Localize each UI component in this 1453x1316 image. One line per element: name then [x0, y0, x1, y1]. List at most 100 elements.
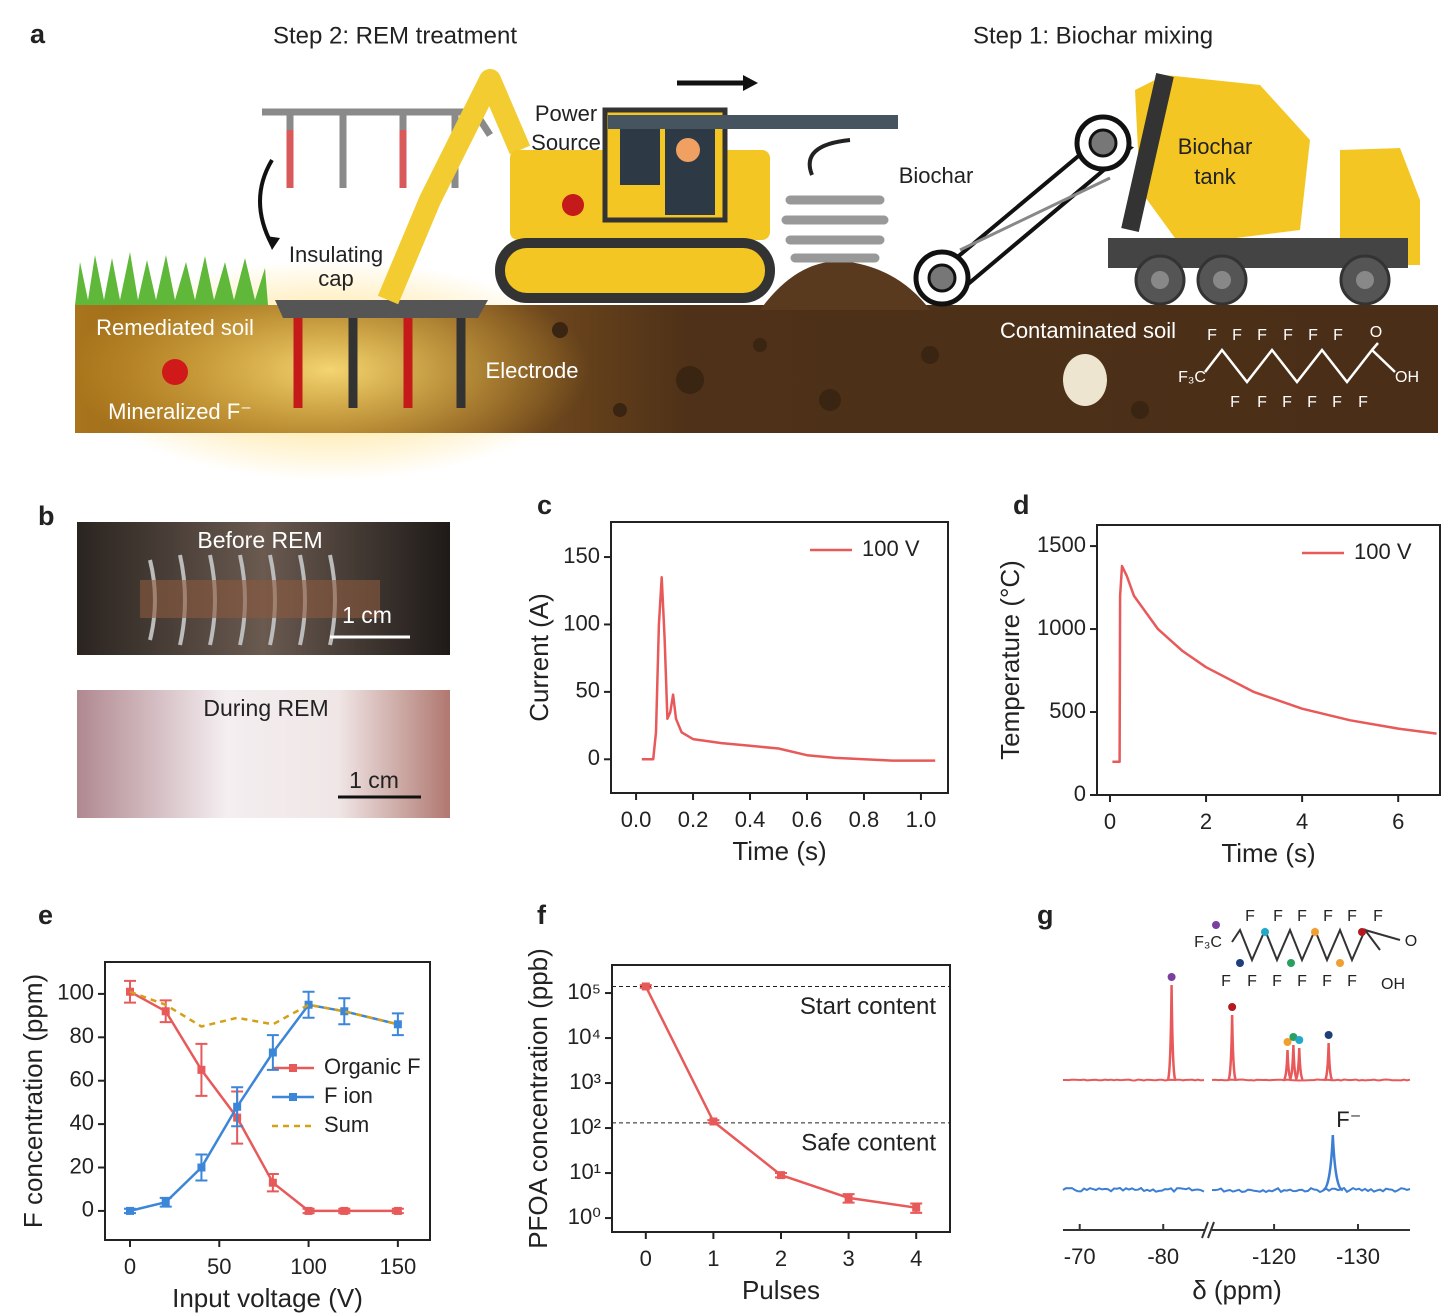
atom: F	[1297, 908, 1307, 925]
rotation-arrow	[807, 138, 851, 176]
direction-arrow-head	[743, 75, 758, 91]
y-tick-label: 1000	[1037, 615, 1086, 640]
label: Mineralized F⁻	[108, 399, 252, 424]
y-tick-label: 0	[588, 745, 600, 770]
marker	[126, 1206, 134, 1215]
biochar-tank	[1135, 75, 1310, 245]
marker	[340, 1206, 349, 1215]
soil-chunks	[552, 322, 1149, 419]
x-axis-label: δ (ppm)	[1192, 1275, 1282, 1305]
x-tick-label: 1	[707, 1246, 719, 1271]
label: Insulating	[289, 242, 383, 267]
y-tick-label: 150	[563, 543, 600, 568]
y-tick-label: 1500	[1037, 532, 1086, 557]
truck-cab	[1340, 148, 1420, 265]
scale-label: 1 cm	[342, 602, 392, 628]
label: Remediated soil	[96, 315, 254, 340]
atom: F	[1358, 394, 1368, 411]
y-tick-label: 10¹	[569, 1159, 601, 1184]
spectrum-peak	[1323, 1042, 1334, 1082]
legend-label: Organic F	[324, 1054, 421, 1079]
arrow-head	[266, 236, 280, 250]
x-tick-label: 100	[290, 1254, 327, 1279]
atom: F	[1308, 327, 1318, 344]
x-tick-label: 2	[1200, 809, 1212, 834]
peak-marker	[1295, 1036, 1304, 1044]
raised-electrodes	[286, 130, 407, 188]
step-title: Step 2: REM treatment	[273, 22, 517, 49]
y-tick-label: 10⁰	[568, 1204, 601, 1229]
electrode	[293, 318, 413, 408]
atom: F₃C	[1194, 934, 1222, 951]
atom: F	[1221, 973, 1231, 990]
legend-label: 100 V	[862, 536, 920, 561]
y-tick-label: 10³	[569, 1069, 601, 1094]
marker	[304, 1000, 313, 1009]
grass	[75, 252, 268, 305]
atom: F	[1307, 394, 1317, 411]
atom: F	[1297, 973, 1307, 990]
marker	[641, 982, 650, 991]
auger	[781, 195, 889, 263]
y-tick-label: 20	[70, 1153, 94, 1178]
marker	[268, 1178, 277, 1187]
boom	[608, 115, 898, 129]
atom: F	[1232, 327, 1242, 344]
y-tick-label: 40	[70, 1110, 94, 1135]
marker	[233, 1102, 242, 1111]
bonds	[1204, 342, 1396, 385]
panel-label: a	[30, 19, 46, 49]
y-tick-label: 10²	[569, 1114, 601, 1139]
atom-marker	[1212, 921, 1220, 929]
peak-marker	[1283, 1038, 1292, 1046]
bonds	[1231, 927, 1401, 963]
marker	[912, 1203, 921, 1212]
panel-label: g	[1037, 900, 1054, 930]
spectrum-peak	[1294, 1047, 1304, 1082]
marker	[197, 1065, 206, 1074]
x-axis-label: Time (s)	[732, 836, 826, 866]
x-tick-label: -120	[1252, 1244, 1296, 1269]
x-tick-label: -70	[1064, 1244, 1096, 1269]
x-axis-label: Pulses	[742, 1275, 820, 1305]
marker	[393, 1206, 402, 1215]
y-tick-label: 80	[70, 1023, 94, 1048]
series-line	[129, 1003, 399, 1213]
atom-marker	[1336, 959, 1344, 967]
series-line	[129, 990, 399, 1028]
atom: F	[1347, 973, 1357, 990]
marker	[340, 1007, 349, 1016]
atom: F	[1230, 394, 1240, 411]
panel-label: e	[38, 900, 53, 930]
atom: F	[1245, 908, 1255, 925]
illustration	[70, 69, 1438, 480]
atom-marker	[1358, 928, 1366, 936]
y-tick-label: 0	[1074, 781, 1086, 806]
conveyor-arrow	[959, 176, 1111, 252]
skull	[1063, 354, 1107, 406]
marker	[197, 1163, 206, 1172]
x-axis-label: Input voltage (V)	[172, 1283, 363, 1313]
x-tick-label: 4	[910, 1246, 922, 1271]
atom: O	[1405, 933, 1417, 950]
spectrum-baseline	[1062, 1186, 1205, 1193]
x-tick-label: 0	[640, 1246, 652, 1271]
y-tick-label: 500	[1049, 698, 1086, 723]
atom: F	[1272, 973, 1282, 990]
window	[620, 125, 660, 185]
marker	[393, 1020, 402, 1029]
y-tick-label: 10⁴	[567, 1024, 601, 1049]
x-tick-label: 4	[1296, 809, 1308, 834]
label: Biochar	[899, 163, 974, 188]
label: cap	[318, 266, 353, 291]
marker	[304, 1206, 313, 1215]
peak-marker	[1324, 1031, 1333, 1039]
legend-marker	[289, 1093, 297, 1101]
x-tick-label: 3	[842, 1246, 854, 1271]
hubs	[1151, 271, 1374, 289]
badge	[562, 194, 584, 216]
label: Power	[535, 101, 597, 126]
x-tick-label: 50	[207, 1254, 231, 1279]
photo-label: Before REM	[197, 527, 322, 553]
